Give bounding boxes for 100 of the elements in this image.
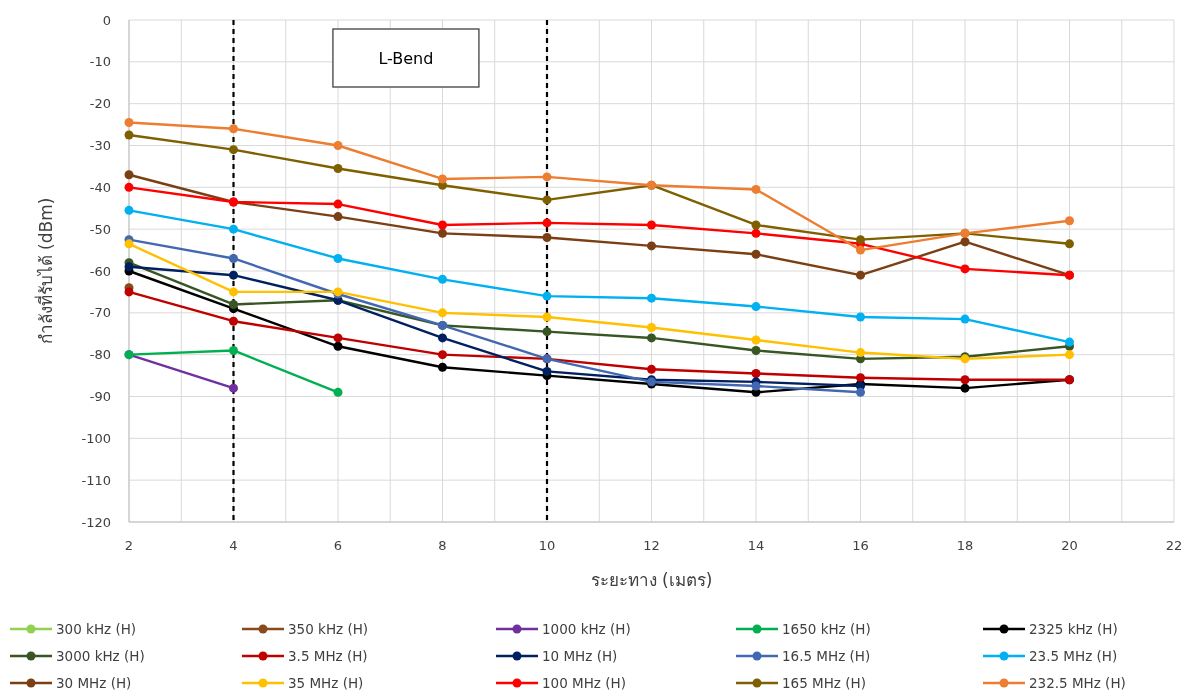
point	[333, 199, 343, 209]
point	[1065, 337, 1074, 347]
point	[124, 287, 134, 297]
y-tick-label: -60	[89, 263, 111, 279]
point	[438, 220, 447, 230]
legend-item: 300 kHz (H)	[10, 621, 137, 637]
y-tick-label: -10	[89, 54, 111, 70]
point	[229, 145, 238, 155]
point	[856, 312, 865, 322]
point	[438, 174, 447, 184]
legend-item: 1000 kHz (H)	[496, 621, 631, 637]
x-tick-label: 6	[333, 538, 343, 553]
point	[542, 195, 552, 205]
point	[333, 212, 343, 222]
legend-item: 232.5 MHz (H)	[983, 675, 1126, 691]
x-tick-label: 22	[1165, 538, 1183, 553]
point	[960, 383, 970, 393]
x-tick-label: 20	[1061, 538, 1078, 553]
point	[333, 141, 343, 150]
point	[751, 220, 761, 230]
x-tick-label: 16	[852, 538, 869, 553]
point	[751, 184, 761, 194]
point	[229, 124, 238, 134]
point	[542, 233, 552, 243]
point	[124, 170, 134, 180]
legend-label: 232.5 MHz (H)	[1029, 675, 1126, 691]
legend-item: 23.5 MHz (H)	[983, 648, 1118, 664]
annotation: L-Bend	[378, 49, 434, 68]
point	[333, 333, 343, 343]
x-axis-title: ระยะทาง (เมตร)	[590, 570, 713, 590]
legend-label: 35 MHz (H)	[288, 675, 364, 691]
point	[751, 335, 761, 345]
point	[333, 253, 343, 263]
legend-label: 300 kHz (H)	[56, 621, 137, 637]
point	[1065, 239, 1074, 249]
point	[333, 387, 343, 397]
y-tick-label: -70	[89, 305, 111, 321]
x-tick-label: 18	[956, 538, 974, 553]
x-tick-label: 2	[124, 538, 134, 553]
legend-item: 10 MHz (H)	[496, 648, 618, 664]
point	[856, 235, 865, 245]
point	[124, 182, 134, 192]
y-tick-label: -20	[89, 96, 111, 112]
legend-label: 1000 kHz (H)	[542, 621, 631, 637]
point	[124, 117, 134, 127]
x-tick-label: 4	[229, 538, 238, 553]
legend-item: 35 MHz (H)	[242, 675, 364, 691]
legend-label: 16.5 MHz (H)	[782, 648, 871, 664]
point	[229, 287, 238, 297]
point	[438, 274, 447, 284]
point	[647, 322, 656, 332]
point	[856, 387, 865, 397]
point	[751, 302, 761, 312]
point	[542, 291, 552, 301]
legend-label: 3000 kHz (H)	[56, 648, 145, 664]
legend-label: 1650 kHz (H)	[782, 621, 871, 637]
legend-label: 10 MHz (H)	[542, 648, 618, 664]
point	[438, 333, 447, 343]
point	[438, 308, 447, 318]
y-tick-label: 0	[102, 12, 111, 28]
x-tick-label: 14	[747, 538, 765, 553]
point	[229, 345, 238, 355]
point	[124, 239, 134, 249]
y-tick-label: -90	[89, 389, 111, 404]
legend-item: 165 MHz (H)	[736, 675, 866, 691]
legend-item: 16.5 MHz (H)	[736, 648, 871, 664]
legend-item: 100 MHz (H)	[496, 675, 626, 691]
point	[124, 130, 134, 140]
point	[229, 299, 238, 309]
point	[647, 333, 656, 343]
point	[124, 205, 134, 215]
legend-label: 30 MHz (H)	[56, 675, 132, 691]
point	[542, 218, 552, 228]
y-tick-label: -80	[89, 347, 111, 363]
point	[124, 262, 134, 272]
point	[229, 383, 238, 393]
point	[647, 293, 656, 303]
point	[438, 228, 447, 238]
point	[438, 350, 447, 360]
legend-label: 3.5 MHz (H)	[288, 648, 368, 664]
point	[856, 373, 865, 383]
y-tick-label: -120	[81, 514, 111, 530]
point	[229, 253, 238, 263]
point	[856, 348, 865, 358]
y-tick-label: -100	[81, 430, 111, 446]
legend-label: 165 MHz (H)	[782, 675, 866, 691]
x-tick-label: 12	[643, 538, 660, 553]
point	[960, 375, 970, 385]
legend-item: 3000 kHz (H)	[10, 648, 145, 664]
point	[542, 312, 552, 322]
point	[960, 314, 970, 324]
legend-label: 350 kHz (H)	[288, 621, 369, 637]
point	[229, 316, 238, 326]
legend-item: 30 MHz (H)	[10, 675, 132, 691]
point	[1065, 216, 1074, 226]
y-tick-label: -50	[89, 221, 111, 237]
point	[229, 224, 238, 234]
point	[960, 264, 970, 274]
point	[1065, 350, 1074, 360]
legend-item: 1650 kHz (H)	[736, 621, 871, 637]
